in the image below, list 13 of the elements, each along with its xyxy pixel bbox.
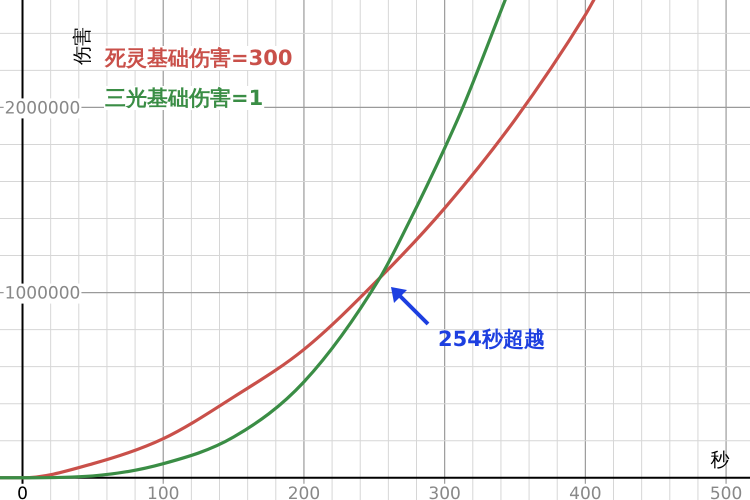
x-tick-label: 200 <box>288 484 320 500</box>
x-axis-title: 秒 <box>710 448 730 471</box>
y-tick-label: 1000000 <box>4 284 80 304</box>
x-tick-label: 300 <box>428 484 461 500</box>
y-tick-label: 2000000 <box>4 98 80 118</box>
x-tick-label: 500 <box>710 484 742 500</box>
x-tick-label: 400 <box>569 484 602 500</box>
x-tick-label: 0 <box>17 484 28 500</box>
annotation: 254秒超越 <box>438 327 545 351</box>
text: 三光基础伤害=1 <box>105 86 264 110</box>
x-tick-label: 100 <box>147 484 180 500</box>
y-axis-title: 伤害 <box>72 27 94 65</box>
text: 死灵基础伤害=300 <box>104 46 292 70</box>
